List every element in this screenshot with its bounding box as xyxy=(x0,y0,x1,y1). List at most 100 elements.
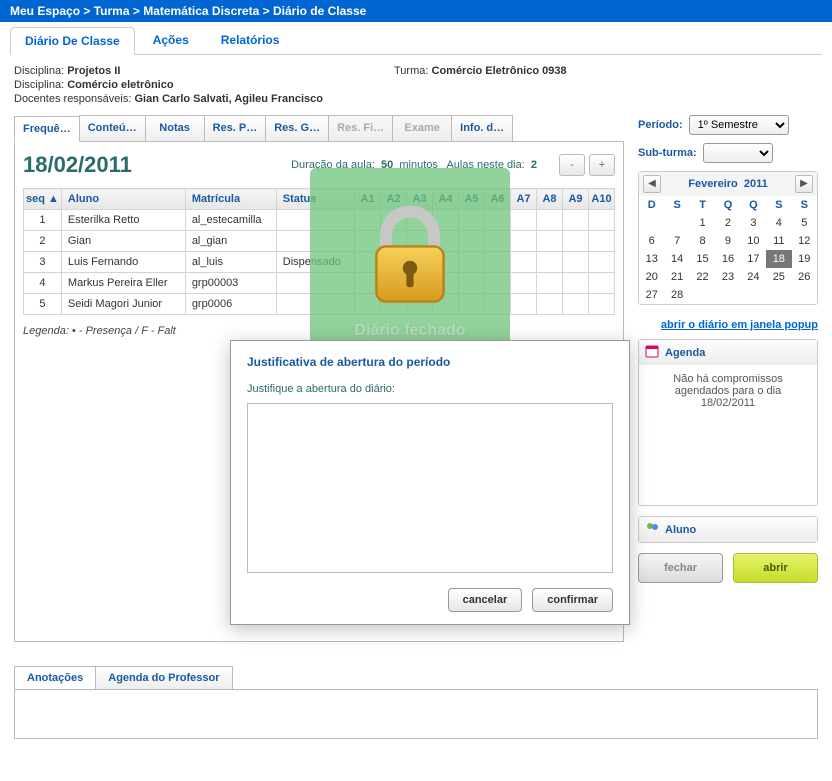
inner-tab[interactable]: Conteú… xyxy=(79,115,146,141)
tab-relatorios[interactable]: Relatórios xyxy=(207,27,294,55)
justification-textarea[interactable] xyxy=(247,403,613,573)
tab-anotacoes[interactable]: Anotações xyxy=(14,666,96,689)
calendar-day[interactable]: 4 xyxy=(766,214,791,232)
periodo-select[interactable]: 1º Semestre xyxy=(689,115,789,135)
col-header[interactable]: A8 xyxy=(537,189,563,210)
agenda-panel: Agenda Não há compromissos agendados par… xyxy=(638,339,818,506)
table-row[interactable]: 3Luis Fernandoal_luisDispensado xyxy=(24,252,615,273)
calendar-title: Fevereiro 2011 xyxy=(688,178,768,190)
confirm-button[interactable]: confirmar xyxy=(532,588,613,612)
attendance-table: seq ▲AlunoMatrículaStatusA1A2A3A4A5A6A7A… xyxy=(23,188,615,315)
calendar-day xyxy=(792,286,817,304)
calendar-day[interactable]: 5 xyxy=(792,214,817,232)
modal-title: Justificativa de abertura do período xyxy=(247,355,613,369)
calendar-day[interactable]: 15 xyxy=(690,250,715,268)
calendar-day[interactable]: 13 xyxy=(639,250,664,268)
calendar-dow: S xyxy=(766,196,791,214)
calendar-day[interactable]: 27 xyxy=(639,286,664,304)
col-header[interactable]: A9 xyxy=(563,189,589,210)
fechar-button[interactable]: fechar xyxy=(638,553,723,583)
calendar-day[interactable]: 1 xyxy=(690,214,715,232)
table-row[interactable]: 4Markus Pereira Ellergrp00003 xyxy=(24,273,615,294)
table-row[interactable]: 1Esterilka Rettoal_estecamilla xyxy=(24,210,615,231)
calendar-day xyxy=(664,214,689,232)
calendar-day xyxy=(715,286,740,304)
inner-tab[interactable]: Notas xyxy=(145,115,205,141)
tab-diario-de-classe[interactable]: Diário De Classe xyxy=(10,27,135,55)
inner-tab[interactable]: Res. P… xyxy=(204,115,267,141)
calendar: ◀ Fevereiro 2011 ▶ DSTQQSS 1234567891011… xyxy=(638,171,818,305)
calendar-day xyxy=(741,286,766,304)
calendar-day[interactable]: 7 xyxy=(664,232,689,250)
legend: Legenda: • - Presença / F - Falt xyxy=(23,325,615,337)
inner-tab[interactable]: Res. G… xyxy=(265,115,329,141)
calendar-day[interactable]: 28 xyxy=(664,286,689,304)
users-icon xyxy=(645,521,659,538)
calendar-day xyxy=(690,286,715,304)
col-header[interactable]: A2 xyxy=(381,189,407,210)
calendar-day[interactable]: 16 xyxy=(715,250,740,268)
modal-prompt: Justifique a abertura do diário: xyxy=(247,383,613,395)
calendar-day[interactable]: 3 xyxy=(741,214,766,232)
main-tabs: Diário De Classe Ações Relatórios xyxy=(10,26,822,55)
notes-body[interactable] xyxy=(14,689,818,739)
col-header[interactable]: A6 xyxy=(485,189,511,210)
classes-decrement-button[interactable]: - xyxy=(559,154,585,176)
col-header[interactable]: A4 xyxy=(433,189,459,210)
calendar-day[interactable]: 22 xyxy=(690,268,715,286)
col-header[interactable]: A1 xyxy=(355,189,381,210)
disciplina-row: Disciplina: Projetos II xyxy=(14,65,394,77)
tab-agenda-professor[interactable]: Agenda do Professor xyxy=(95,666,232,689)
calendar-dow: D xyxy=(639,196,664,214)
calendar-prev-button[interactable]: ◀ xyxy=(643,175,661,193)
calendar-next-button[interactable]: ▶ xyxy=(795,175,813,193)
calendar-day[interactable]: 9 xyxy=(715,232,740,250)
col-header[interactable]: A10 xyxy=(589,189,615,210)
subturma-select[interactable] xyxy=(703,143,773,163)
open-popup-link[interactable]: abrir o diário em janela popup xyxy=(638,319,818,331)
col-header[interactable]: Status xyxy=(276,189,354,210)
classes-increment-button[interactable]: + xyxy=(589,154,615,176)
inner-tab[interactable]: Info. d… xyxy=(451,115,513,141)
calendar-day[interactable]: 12 xyxy=(792,232,817,250)
calendar-day[interactable]: 14 xyxy=(664,250,689,268)
calendar-day[interactable]: 18 xyxy=(766,250,791,268)
cancel-button[interactable]: cancelar xyxy=(448,588,523,612)
calendar-day[interactable]: 6 xyxy=(639,232,664,250)
calendar-day[interactable]: 2 xyxy=(715,214,740,232)
col-header[interactable]: Matrícula xyxy=(185,189,276,210)
agenda-body: Não há compromissos agendados para o dia… xyxy=(639,365,817,505)
crumb[interactable]: Meu Espaço xyxy=(10,4,80,18)
crumb: Diário de Classe xyxy=(273,4,366,18)
calendar-dow: Q xyxy=(715,196,740,214)
inner-tab: Exame xyxy=(392,115,452,141)
col-header[interactable]: A7 xyxy=(511,189,537,210)
calendar-day[interactable]: 11 xyxy=(766,232,791,250)
calendar-day[interactable]: 17 xyxy=(741,250,766,268)
calendar-dow: Q xyxy=(741,196,766,214)
table-row[interactable]: 2Gianal_gian xyxy=(24,231,615,252)
col-header[interactable]: A3 xyxy=(407,189,433,210)
calendar-day[interactable]: 23 xyxy=(715,268,740,286)
inner-tab[interactable]: Frequê… xyxy=(14,116,80,142)
calendar-day[interactable]: 25 xyxy=(766,268,791,286)
calendar-day xyxy=(639,214,664,232)
crumb[interactable]: Turma xyxy=(94,4,130,18)
calendar-day[interactable]: 8 xyxy=(690,232,715,250)
calendar-day[interactable]: 10 xyxy=(741,232,766,250)
col-header[interactable]: Aluno xyxy=(61,189,185,210)
calendar-day[interactable]: 24 xyxy=(741,268,766,286)
abrir-button[interactable]: abrir xyxy=(733,553,818,583)
table-row[interactable]: 5Seidi Magori Juniorgrp0006 xyxy=(24,294,615,315)
tab-acoes[interactable]: Ações xyxy=(139,27,203,55)
col-header[interactable]: seq ▲ xyxy=(24,189,62,210)
subturma-label: Sub-turma: xyxy=(638,147,697,159)
class-duration: Duração da aula: 50 minutos Aulas neste … xyxy=(291,159,537,171)
crumb[interactable]: Matemática Discreta xyxy=(143,4,259,18)
col-header[interactable]: A5 xyxy=(459,189,485,210)
calendar-day[interactable]: 20 xyxy=(639,268,664,286)
calendar-day[interactable]: 26 xyxy=(792,268,817,286)
calendar-day[interactable]: 21 xyxy=(664,268,689,286)
calendar-day[interactable]: 19 xyxy=(792,250,817,268)
calendar-dow: S xyxy=(792,196,817,214)
